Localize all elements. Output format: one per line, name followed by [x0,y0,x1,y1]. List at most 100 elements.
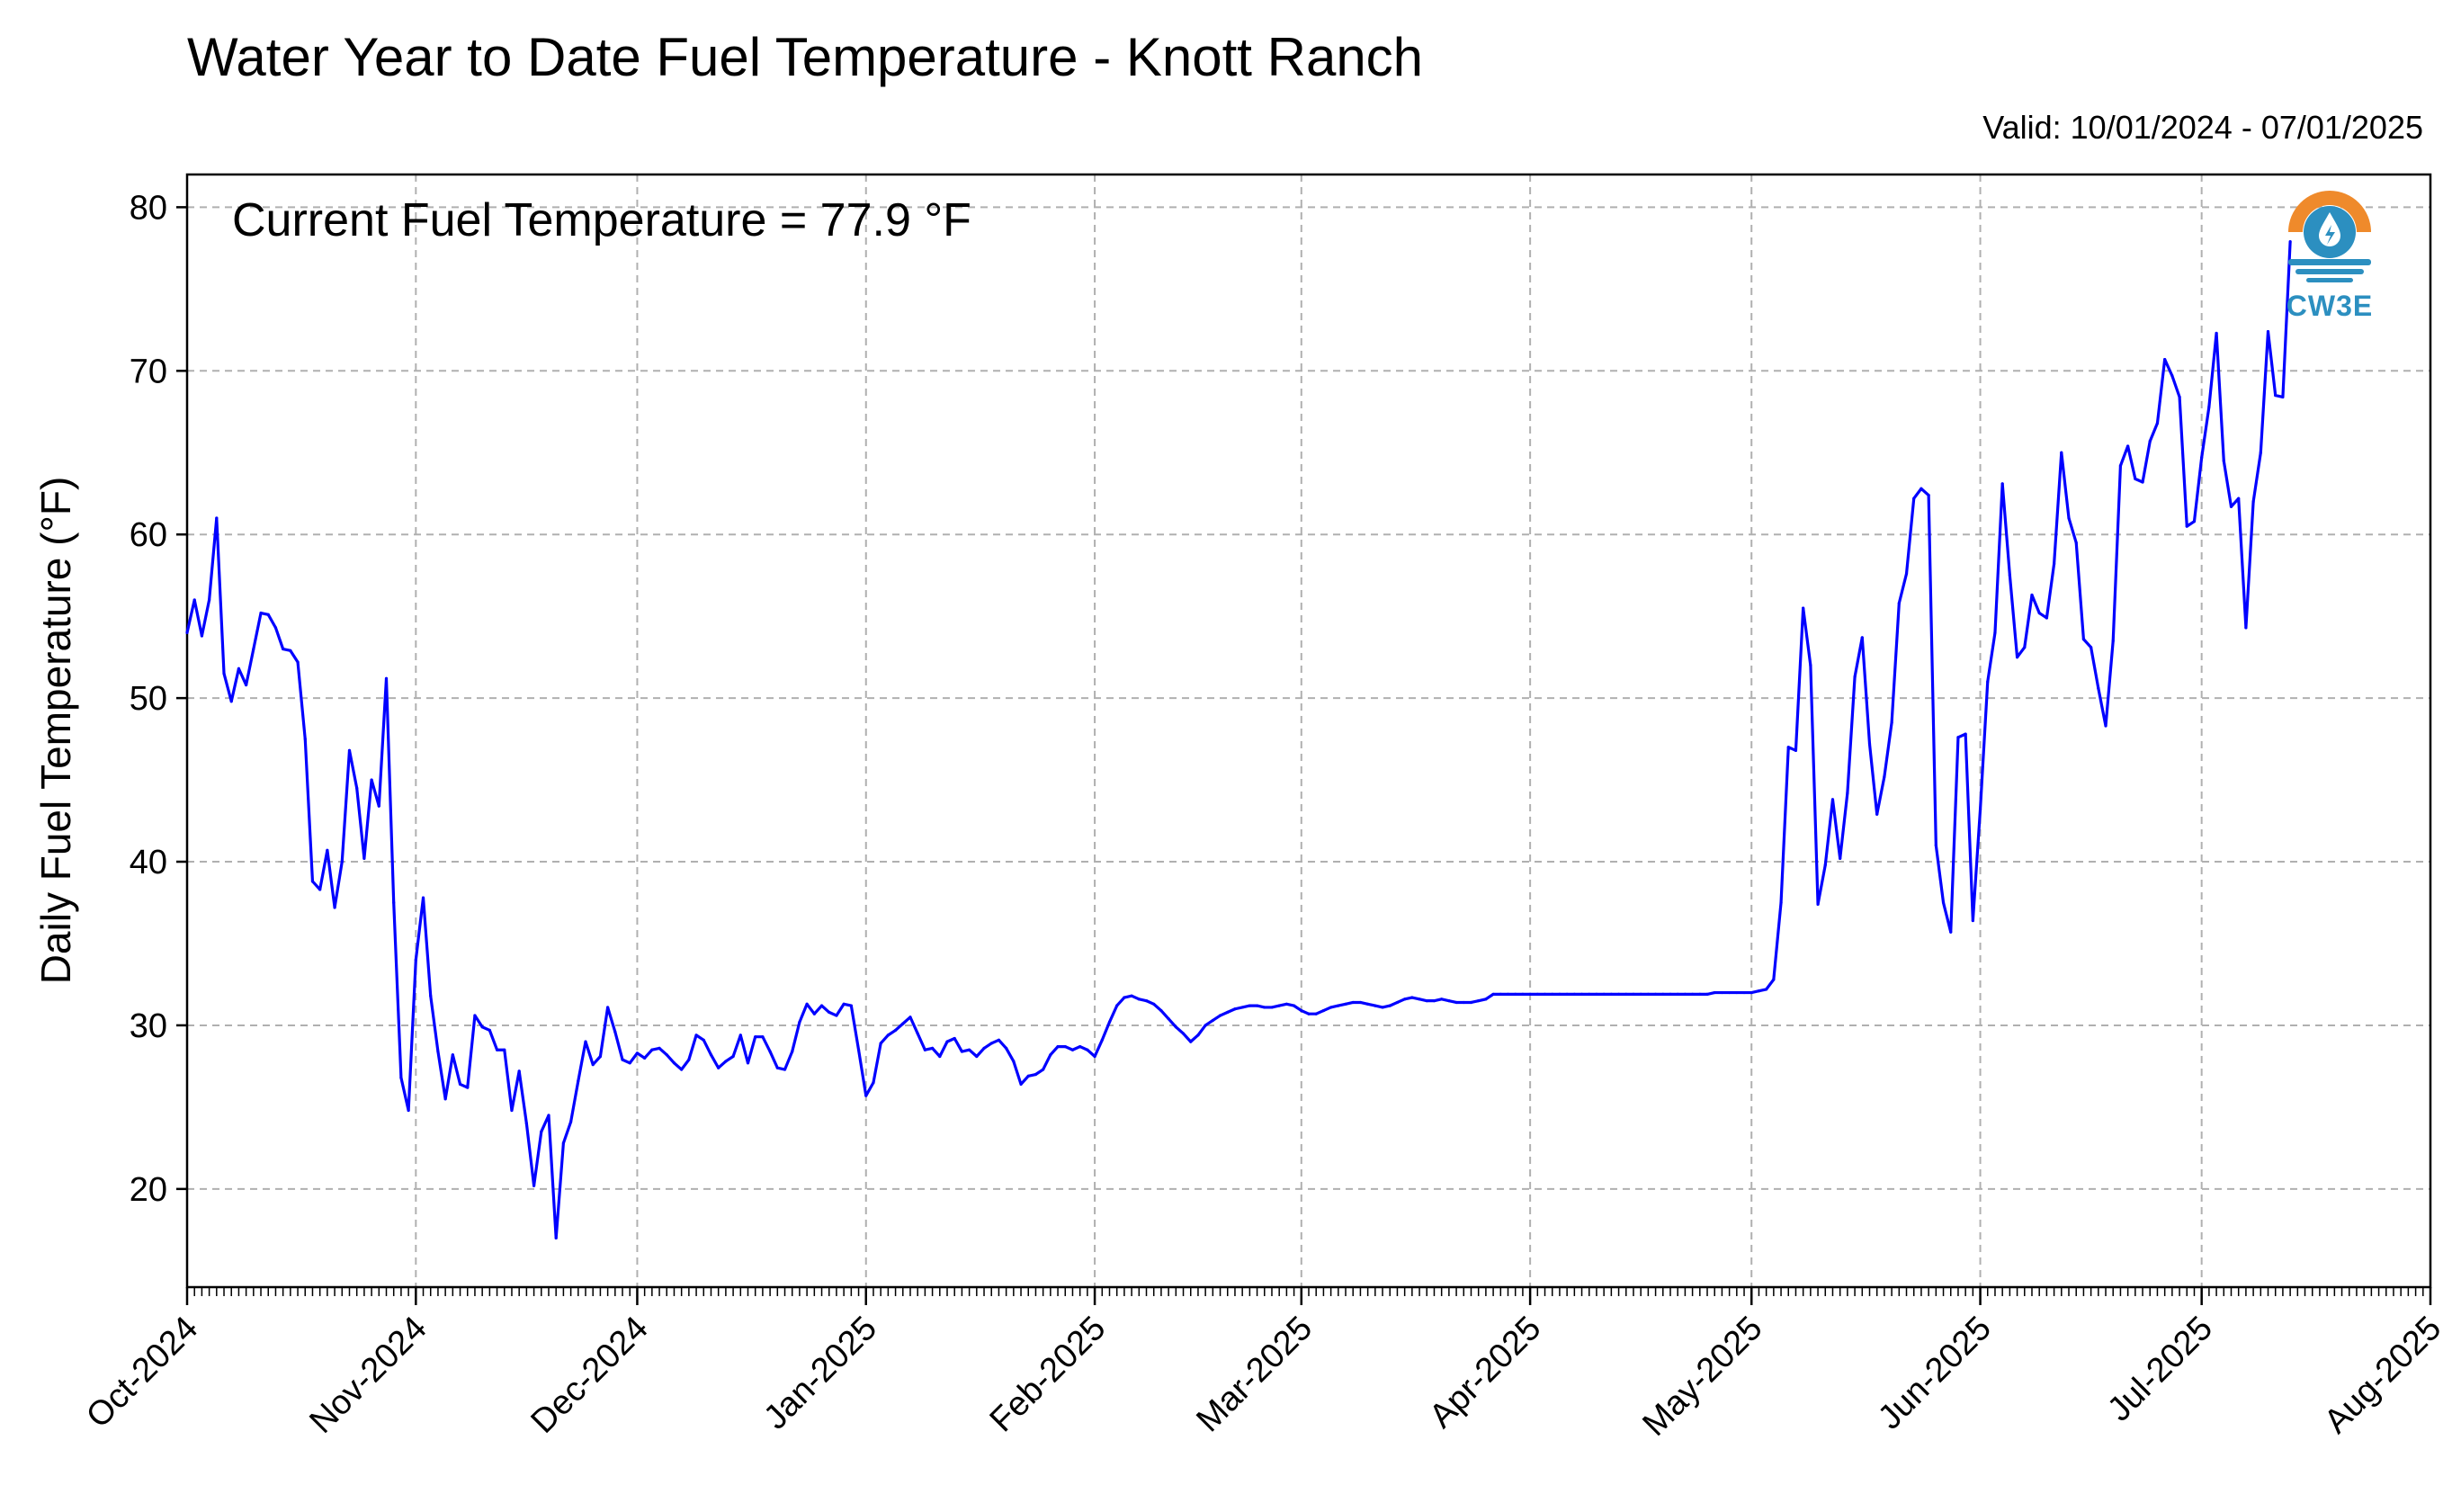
data-point [414,958,417,962]
data-point [1159,1008,1163,1013]
data-point [473,1014,477,1017]
data-point [517,1069,521,1073]
data-point [709,1053,713,1057]
x-tick-label: Aug-2025 [2317,1310,2448,1441]
data-point [1904,572,1909,576]
data-point [805,1002,809,1006]
data-point [2185,524,2188,528]
data-point [200,634,204,638]
data-point [606,1006,610,1009]
data-point [1823,863,1827,867]
data-point [185,631,189,634]
data-point [591,1063,595,1067]
x-tick-label: Jan-2025 [756,1310,884,1437]
data-point [384,676,389,680]
data-point [1226,1010,1230,1014]
data-point [1609,992,1613,996]
data-point [1255,1004,1259,1007]
y-tick-label: 20 [130,1171,167,1209]
chart-subtitle: Valid: 10/01/2024 - 07/01/2025 [1982,109,2423,146]
data-point [1890,720,1893,725]
data-point [1632,992,1635,996]
data-point [1152,1002,1156,1006]
y-tick-label: 70 [130,353,167,390]
data-point [731,1054,735,1059]
cw3e-logo-text: CW3E [2286,290,2374,322]
data-point [694,1033,698,1037]
data-point [856,1048,861,1051]
data-point [761,1035,765,1039]
data-point [2155,421,2160,425]
data-point [2111,639,2115,643]
y-tick-labels: 20 30 40 50 60 70 80 [130,189,167,1208]
data-point [1971,918,1974,923]
data-points [185,239,2292,1240]
data-point [2266,330,2270,334]
data-point [945,1040,949,1043]
data-point [1698,992,1702,996]
data-point [621,1058,624,1061]
data-point [2023,646,2027,649]
data-point [1802,606,1805,610]
data-point [1086,1048,1089,1051]
x-tick-label: Oct-2024 [79,1310,205,1436]
data-point [1005,1046,1008,1051]
data-point [783,1068,787,1071]
grid-lines [186,174,2431,1287]
data-point [1786,746,1790,749]
data-point [835,1014,838,1017]
chart-title: Water Year to Date Fuel Temperature - Kn… [187,27,1424,87]
data-point [569,1120,573,1123]
data-point [1440,998,1444,1001]
data-point [849,1004,853,1007]
data-point [2281,395,2285,398]
data-point [273,626,278,630]
data-point [547,1114,550,1117]
data-point [2244,626,2248,630]
data-point [1314,1012,1318,1015]
data-point [2251,500,2255,504]
data-point [540,1130,543,1133]
x-tick-label: Mar-2025 [1189,1310,1320,1440]
data-point [355,786,359,790]
data-point [510,1108,514,1113]
y-tick-label: 30 [130,1007,167,1045]
current-temperature-annotation: Current Fuel Temperature = 77.9 °F [232,194,971,246]
data-point [1661,992,1665,996]
data-point [1912,497,1916,500]
data-point [2237,497,2241,500]
data-point [746,1061,750,1065]
data-point [1063,1044,1067,1049]
data-point [1292,1004,1296,1007]
data-point [635,1051,640,1055]
data-point [1477,999,1481,1003]
y-axis-label: Daily Fuel Temperature (°F) [32,477,79,985]
x-tick-label: Dec-2024 [524,1310,656,1441]
data-point [1616,992,1621,996]
data-point [923,1048,926,1051]
data-point [222,672,226,675]
data-point [2148,439,2152,443]
data-point [480,1025,484,1029]
data-point [893,1028,898,1032]
data-point [1993,631,1997,634]
data-point [1277,1004,1281,1007]
data-point [1875,812,1879,816]
data-point [1240,1006,1244,1009]
data-point [1218,1014,1222,1017]
data-point [1941,900,1946,905]
data-point [1307,1012,1311,1015]
data-point [1676,992,1679,996]
data-point [1514,992,1517,996]
data-point [1012,1060,1016,1063]
data-point [1846,792,1849,795]
data-point [296,660,300,664]
data-point [953,1036,956,1041]
data-point [1351,1000,1355,1005]
data-point [1026,1074,1030,1078]
cw3e-logo-icon [2288,191,2371,282]
data-point [1418,998,1421,1001]
data-point [1204,1024,1207,1027]
data-point [1920,487,1923,490]
